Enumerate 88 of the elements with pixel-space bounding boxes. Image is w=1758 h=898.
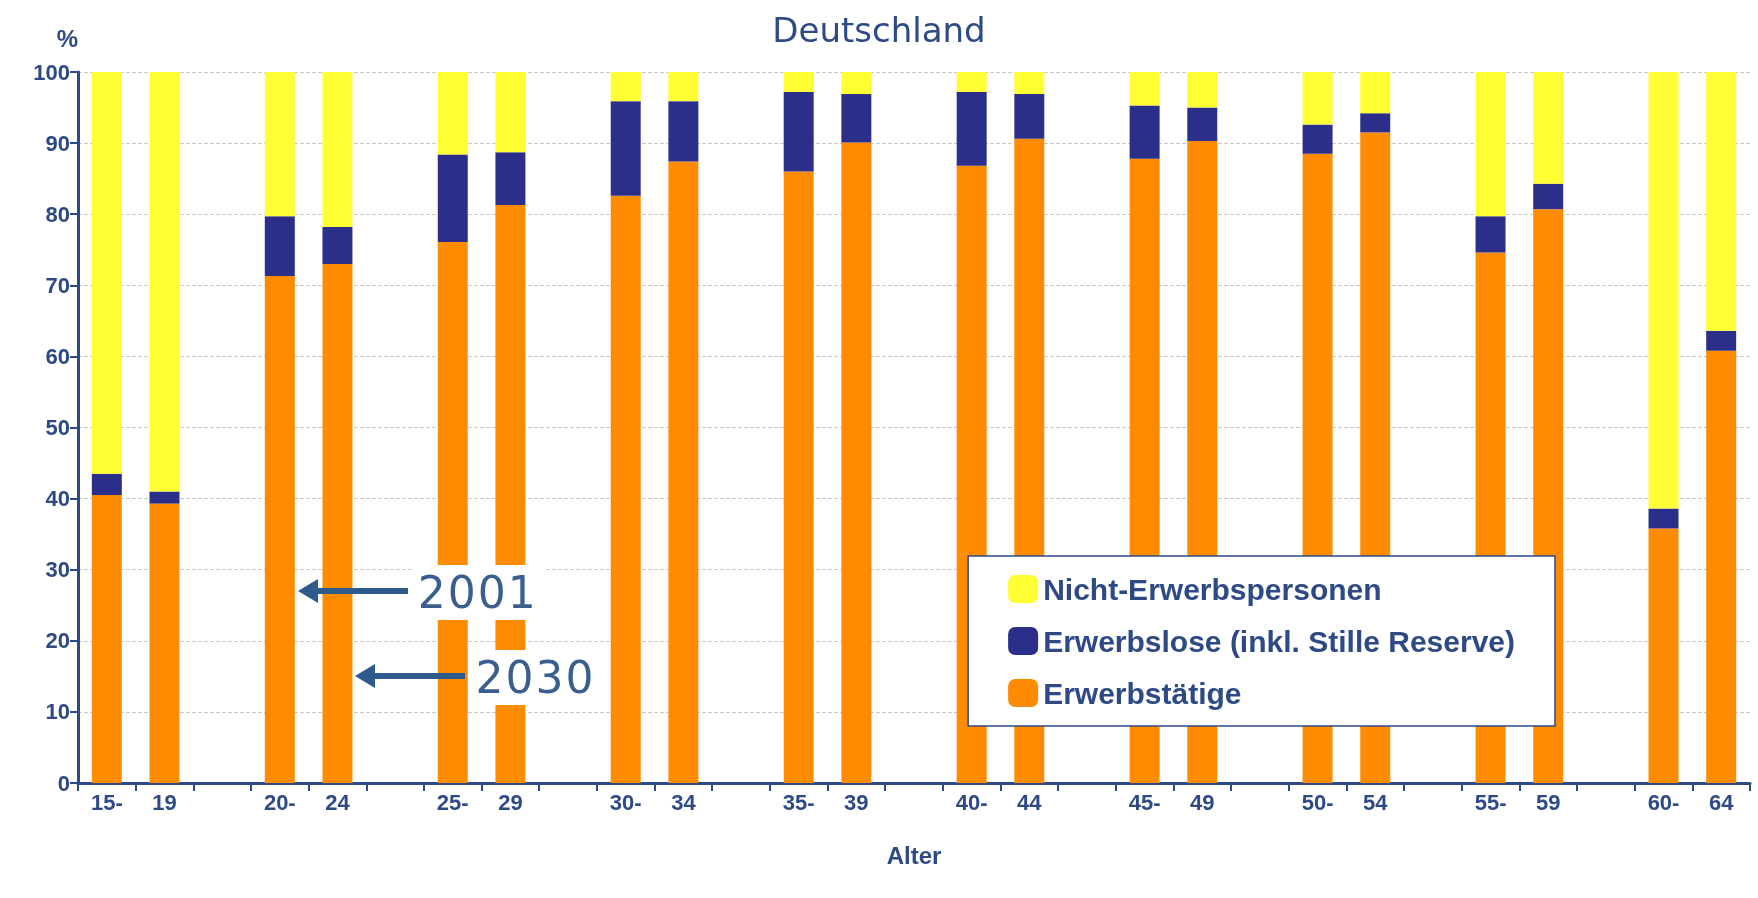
- bar: [437, 154, 468, 242]
- x-tick-label: 34: [671, 789, 697, 815]
- x-tick-label: 40-: [955, 789, 988, 815]
- legend-label: Erwerbstätige: [1043, 676, 1242, 710]
- bar: [1360, 72, 1391, 114]
- bar: [1302, 72, 1333, 125]
- x-tick-label: 24: [325, 789, 351, 815]
- bar: [783, 72, 814, 92]
- bar: [610, 72, 641, 102]
- bar: [841, 142, 872, 783]
- bar: [1648, 72, 1679, 509]
- bar: [495, 152, 526, 205]
- x-tick-label: 15-: [90, 789, 123, 815]
- bar: [1187, 72, 1218, 108]
- bar: [437, 72, 468, 155]
- y-tick-label: 10: [45, 699, 70, 725]
- y-tick-label: 70: [45, 272, 70, 298]
- x-tick-label: 29: [498, 789, 523, 815]
- x-tick-label: 30-: [609, 789, 642, 815]
- bar: [956, 72, 987, 92]
- chart-title: Deutschland: [772, 10, 986, 50]
- bar: [783, 171, 814, 783]
- x-tick-label: 35-: [782, 789, 815, 815]
- y-tick-label: 20: [45, 628, 70, 654]
- bar: [1187, 107, 1218, 141]
- x-tick-label: 64: [1708, 789, 1735, 815]
- bar: [668, 72, 699, 102]
- bar: [91, 495, 122, 783]
- legend-label: Nicht-Erwerbspersonen: [1043, 572, 1382, 606]
- bar: [1360, 113, 1391, 133]
- bar: [841, 94, 872, 143]
- bar: [91, 72, 122, 474]
- y-tick-label: 100: [33, 59, 70, 85]
- y-tick-label: 30: [45, 557, 70, 583]
- x-tick-label: 44: [1017, 789, 1043, 815]
- bar: [149, 491, 180, 504]
- y-axis-title: %: [56, 24, 78, 52]
- x-tick-label: 20-: [263, 789, 296, 815]
- bar: [610, 101, 641, 196]
- bar: [1129, 105, 1160, 159]
- x-tick-label: 45-: [1128, 789, 1161, 815]
- bar: [1533, 72, 1564, 184]
- annotation: 2030: [469, 650, 602, 706]
- bar: [1648, 528, 1679, 783]
- y-tick-label: 90: [45, 130, 70, 156]
- bar: [1129, 72, 1160, 106]
- bar: [668, 161, 699, 783]
- bar: [1648, 508, 1679, 529]
- bar: [1706, 72, 1737, 331]
- y-tick-label: 80: [45, 201, 70, 227]
- x-tick-label: 50-: [1301, 789, 1334, 815]
- annotation: 2001: [411, 565, 544, 621]
- x-axis-title: Alter: [886, 841, 942, 869]
- bar: [91, 473, 122, 496]
- bar: [149, 503, 180, 783]
- bar: [956, 91, 987, 166]
- bar: [610, 195, 641, 783]
- bar: [149, 72, 180, 492]
- bar: [495, 72, 526, 153]
- y-tick-label: 0: [57, 770, 70, 796]
- x-tick-label: 49: [1190, 789, 1215, 815]
- x-tick-label: 54: [1363, 789, 1389, 815]
- bar: [1475, 216, 1506, 253]
- bar: [1014, 72, 1045, 95]
- bar: [1014, 94, 1045, 139]
- bar: [783, 91, 814, 172]
- bar: [264, 276, 295, 783]
- bar: [264, 72, 295, 217]
- bar: [264, 216, 295, 277]
- x-tick-label: 59: [1535, 789, 1561, 815]
- bar: [1706, 330, 1737, 351]
- bar: [841, 72, 872, 95]
- x-tick-label: 60-: [1647, 789, 1680, 815]
- legend-label: Erwerbslose (inkl. Stille Reserve): [1043, 624, 1515, 658]
- bar: [668, 101, 699, 162]
- bar: [1706, 350, 1737, 783]
- bar: [322, 72, 353, 227]
- x-tick-label: 25-: [436, 789, 469, 815]
- bar: [322, 227, 353, 264]
- y-tick-label: 50: [45, 415, 70, 440]
- bar: [1533, 183, 1564, 210]
- bar: [1475, 72, 1506, 217]
- bar: [1302, 124, 1333, 154]
- y-tick-label: 60: [45, 343, 70, 369]
- x-tick-label: 19: [152, 789, 177, 815]
- x-tick-label: 39: [844, 789, 869, 815]
- y-tick-label: 40: [45, 486, 70, 512]
- x-tick-label: 55-: [1474, 789, 1507, 815]
